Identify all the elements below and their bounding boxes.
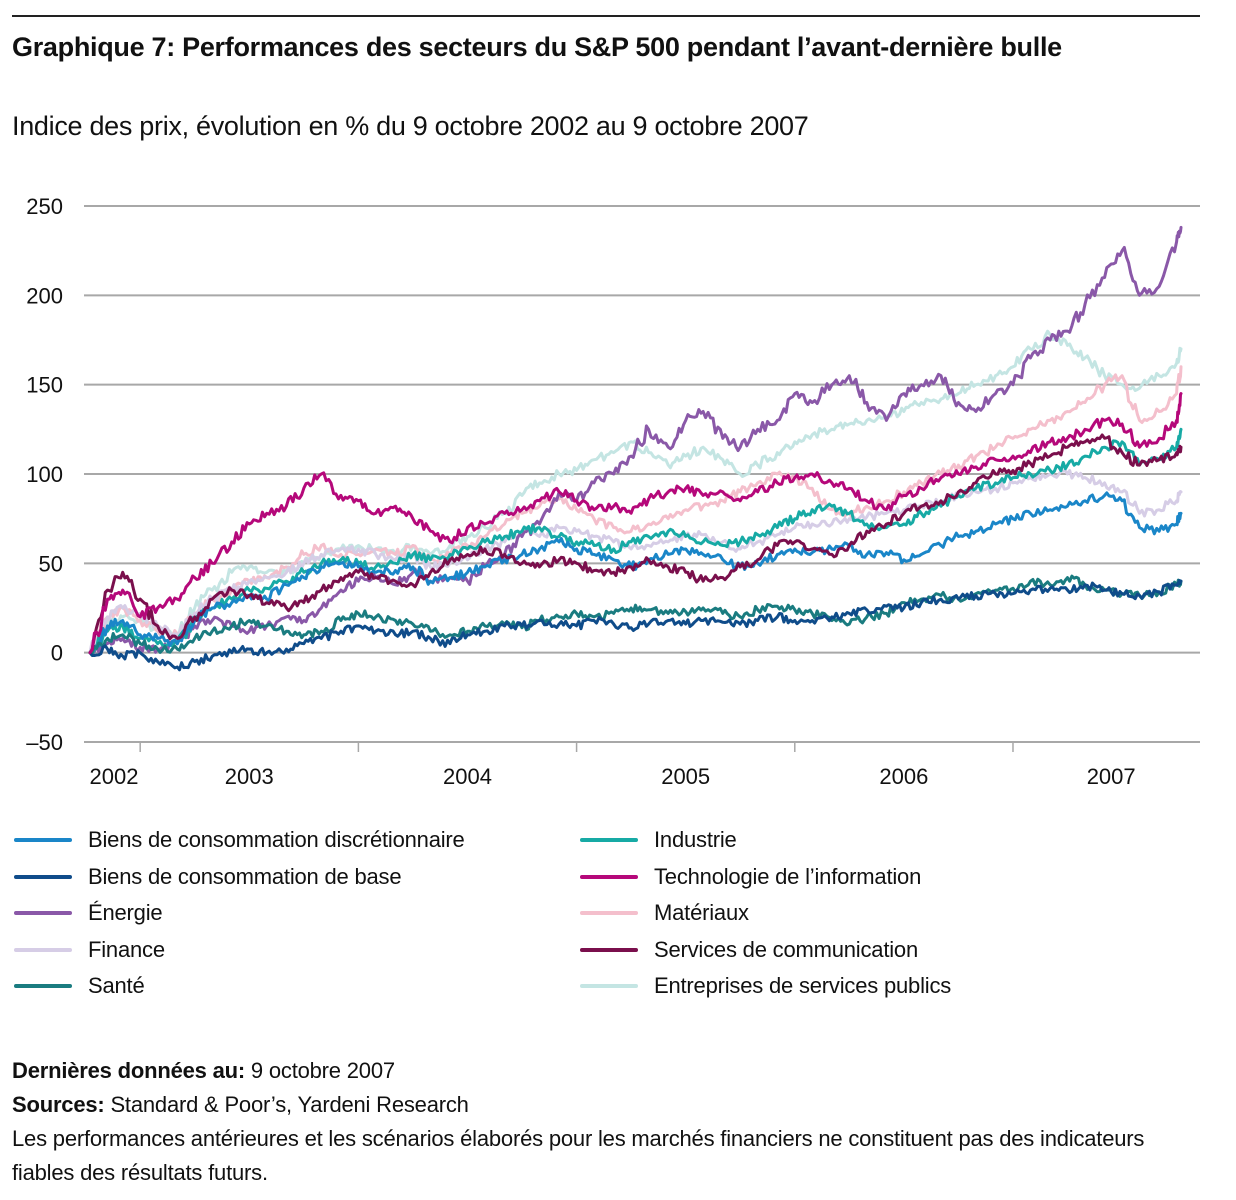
legend-label: Énergie [88,900,163,925]
legend-label: Industrie [654,827,737,852]
legend-swatch [14,911,72,915]
x-tick-label: 2006 [879,764,928,789]
series-line-5 [88,427,1183,656]
legend-label: Technologie de l’information [654,863,922,889]
legend-item: Matériaux [580,895,749,931]
legend-item: Entreprises de services publics [580,968,951,1004]
legend-label: Biens de consommation de base [88,863,402,889]
legend-item: Technologie de l’information [580,859,921,895]
x-tick-label: 2004 [443,764,492,789]
legend-item: Industrie [580,822,737,858]
sources-label: Sources: [12,1092,105,1117]
y-axis: –50 0 50 100 150 200 250 [26,194,63,755]
series-line-6 [88,392,1183,655]
top-rule [12,15,1200,17]
series-lines [88,225,1183,672]
y-tick-label: 200 [26,283,63,308]
legend-swatch [580,911,638,915]
x-tick-label: 2002 [90,764,139,789]
footer: Dernières données au: 9 octobre 2007 Sou… [12,1054,1212,1190]
legend-item: Services de communication [580,932,918,968]
y-tick-label: 0 [51,641,63,666]
x-tick-label: 2005 [661,764,710,789]
legend-swatch [14,874,72,879]
legend-label: Biens de consommation discrétionnaire [88,827,465,852]
legend-swatch [14,947,72,952]
legend-label: Services de communication [654,936,919,962]
chart-subtitle: Indice des prix, évolution en % du 9 oct… [12,111,809,141]
series-line-4 [88,574,1183,655]
gridlines [84,205,1200,743]
disclaimer: Les performances antérieures et les scén… [12,1126,1145,1185]
y-tick-label: 250 [26,194,63,219]
legend-swatch [580,838,638,842]
legend-label: Finance [88,936,165,962]
legend-swatch [580,947,638,952]
legend-swatch [580,874,638,879]
sources-value: Standard & Poor’s, Yardeni Research [104,1092,469,1117]
legend-swatch [14,984,72,988]
series-line-7 [88,365,1183,657]
legend-item: Santé [14,968,145,1004]
legend-label: Matériaux [654,900,749,925]
y-tick-label: 50 [39,551,63,576]
last-data-label: Dernières données au: [12,1058,245,1083]
y-tick-label: 100 [26,462,63,487]
series-line-0 [88,491,1183,655]
legend-item: Finance [14,932,165,968]
legend-label: Entreprises de services publics [654,973,952,998]
legend-item: Biens de consommation de base [14,859,402,895]
chart-title: Graphique 7: Performances des secteurs d… [12,32,1062,62]
x-tick-label: 2003 [225,764,274,789]
legend-swatch [580,984,638,988]
series-line-1 [88,579,1183,672]
y-tick-label: –50 [26,730,63,755]
legend-label: Santé [88,973,145,998]
legend-swatch [14,838,72,842]
legend-item: Énergie [14,895,163,931]
x-tick-label: 2007 [1087,764,1136,789]
last-data-value: 9 octobre 2007 [245,1058,395,1083]
sources-line: Sources: Standard & Poor’s, Yardeni Rese… [12,1088,1212,1122]
y-tick-label: 150 [26,373,63,398]
legend-item: Biens de consommation discrétionnaire [14,822,465,858]
last-data-line: Dernières données au: 9 octobre 2007 [12,1054,1212,1088]
series-line-3 [88,469,1183,655]
x-axis: 2002 2003 2004 2005 2006 2007 [90,742,1136,789]
series-line-2 [88,225,1183,657]
series-line-9 [88,329,1183,658]
series-line-8 [88,433,1183,655]
